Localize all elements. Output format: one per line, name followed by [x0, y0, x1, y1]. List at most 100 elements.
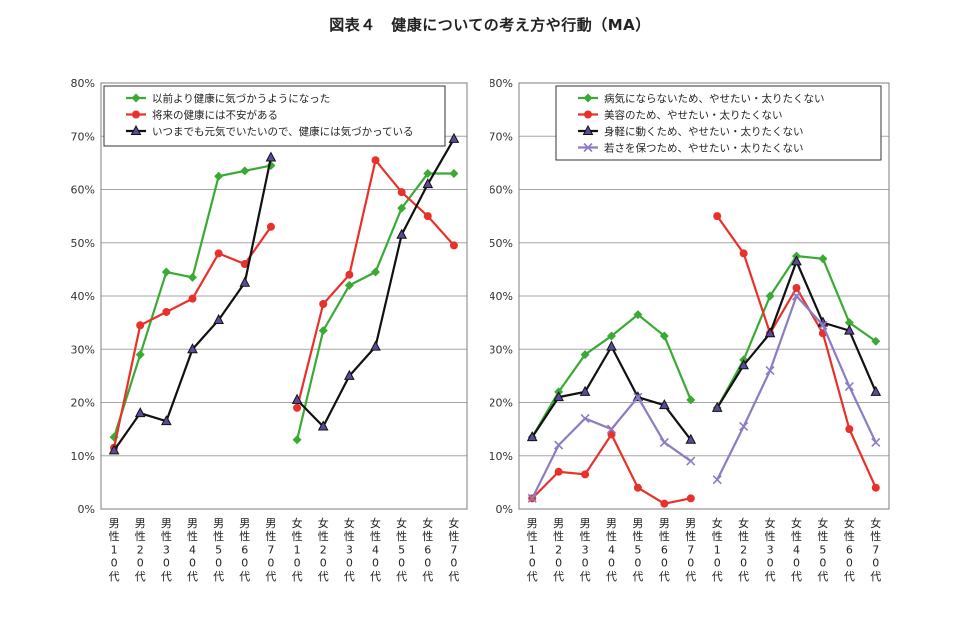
- data-point: [371, 267, 380, 277]
- legend-label: いつまでも元気でいたいので、健康には気づかっている: [152, 125, 414, 138]
- x-tick-label: 女性 6 0 代: [844, 516, 855, 583]
- data-point: [633, 392, 643, 402]
- data-point: [659, 437, 669, 448]
- data-point: [712, 475, 722, 485]
- data-point: [739, 249, 748, 258]
- x-tick-label: 男性 3 0 代: [161, 517, 172, 583]
- x-tick-label: 男性 7 0 代: [685, 517, 696, 583]
- data-point: [659, 331, 669, 341]
- series-line: [296, 138, 455, 429]
- data-point: [292, 435, 302, 445]
- data-point: [818, 254, 828, 264]
- data-point: [686, 494, 695, 503]
- legend: [555, 85, 882, 161]
- data-point: [792, 284, 801, 293]
- y-tick-label: 70%: [71, 130, 95, 143]
- x-tick-label: 男性 3 0 代: [580, 517, 591, 583]
- data-point: [791, 291, 802, 301]
- x-tick-label: 男性 1 0 代: [109, 517, 120, 583]
- y-tick-label: 10%: [71, 450, 95, 463]
- x-tick-label: 男性 6 0 代: [659, 517, 670, 583]
- x-tick-label: 男性 2 0 代: [553, 517, 564, 583]
- data-point: [871, 483, 880, 492]
- data-point: [871, 336, 881, 346]
- data-point: [422, 178, 434, 189]
- x-tick-label: 女性 4 0 代: [791, 516, 802, 583]
- chart-left: 0% 10% 20% 30% 40% 50% 60% 70% 80% 男性 1 0 代 男性 2 0 代 男性 3 0…: [71, 77, 468, 583]
- data-point: [660, 499, 669, 508]
- data-point: [291, 393, 303, 404]
- data-point: [135, 350, 145, 360]
- legend-label: 若さを保つため、やせたい・太りたくない: [604, 142, 804, 155]
- data-point: [713, 212, 722, 221]
- series-line: [113, 157, 273, 452]
- data-point: [582, 124, 594, 135]
- y-tick-label: 60%: [71, 184, 95, 197]
- data-point: [319, 299, 328, 308]
- data-point: [266, 222, 275, 231]
- data-point: [108, 444, 120, 455]
- y-tick-label: 80%: [490, 77, 513, 90]
- data-point: [765, 291, 775, 301]
- data-point: [423, 212, 432, 221]
- data-point: [791, 255, 802, 266]
- data-point: [293, 403, 302, 412]
- data-point: [449, 241, 458, 250]
- data-point: [449, 169, 459, 179]
- legend-label: 将来の健康には不安がある: [152, 109, 278, 122]
- x-tick-label: 女性 7 0 代: [448, 516, 459, 583]
- data-point: [161, 415, 172, 426]
- x-tick-label: 男性 4 0 代: [187, 517, 198, 583]
- data-point: [397, 203, 407, 213]
- data-point: [606, 424, 617, 434]
- data-point: [659, 399, 670, 410]
- data-point: [633, 310, 643, 320]
- data-point: [396, 228, 407, 239]
- data-point: [584, 110, 592, 119]
- y-tick-label: 30%: [71, 343, 95, 356]
- legend-label: 身軽に動くため、やせたい・太りたくない: [604, 125, 804, 138]
- plot-area: [518, 82, 890, 510]
- data-point: [240, 166, 250, 176]
- data-point: [240, 260, 249, 269]
- x-tick-label: 男性 4 0 代: [606, 517, 617, 583]
- data-point: [583, 93, 593, 103]
- x-tick-label: 女性 5 0 代: [817, 516, 828, 583]
- data-point: [844, 381, 854, 392]
- data-point: [583, 142, 593, 153]
- x-tick-label: 女性 2 0 代: [318, 516, 329, 583]
- data-point: [344, 369, 355, 380]
- data-point: [845, 425, 854, 434]
- y-tick-label: 0%: [496, 503, 513, 516]
- legend: [103, 85, 446, 147]
- x-tick-label: 男性 5 0 代: [213, 517, 224, 583]
- series-line: [296, 157, 455, 409]
- y-tick-label: 60%: [490, 184, 513, 197]
- data-point: [161, 267, 171, 277]
- y-tick-label: 20%: [490, 397, 513, 410]
- y-tick-label: 30%: [490, 343, 513, 356]
- legend-label: 病気にならないため、やせたい・太りたくない: [604, 92, 825, 105]
- data-point: [686, 456, 696, 466]
- data-point: [580, 350, 590, 360]
- x-tick-label: 女性 3 0 代: [765, 516, 776, 583]
- data-point: [318, 326, 328, 336]
- data-point: [214, 171, 224, 181]
- data-point: [685, 433, 697, 444]
- data-point: [580, 413, 590, 424]
- data-point: [711, 401, 723, 412]
- data-point: [188, 294, 197, 303]
- x-tick-label: 男性 6 0 代: [239, 517, 250, 583]
- x-tick-label: 女性 4 0 代: [370, 516, 381, 583]
- page-title: 図表４ 健康についての考え方や行動（MA）: [329, 16, 651, 34]
- x-tick-label: 女性 1 0 代: [292, 516, 303, 583]
- data-point: [130, 124, 142, 135]
- data-point: [738, 359, 749, 370]
- legend-label: 美容のため、やせたい・太りたくない: [604, 109, 783, 122]
- data-point: [423, 169, 433, 179]
- data-point: [581, 470, 590, 479]
- data-point: [132, 110, 140, 119]
- y-tick-label: 50%: [490, 237, 513, 250]
- x-tick-label: 男性 1 0 代: [527, 517, 538, 583]
- data-point: [739, 421, 749, 432]
